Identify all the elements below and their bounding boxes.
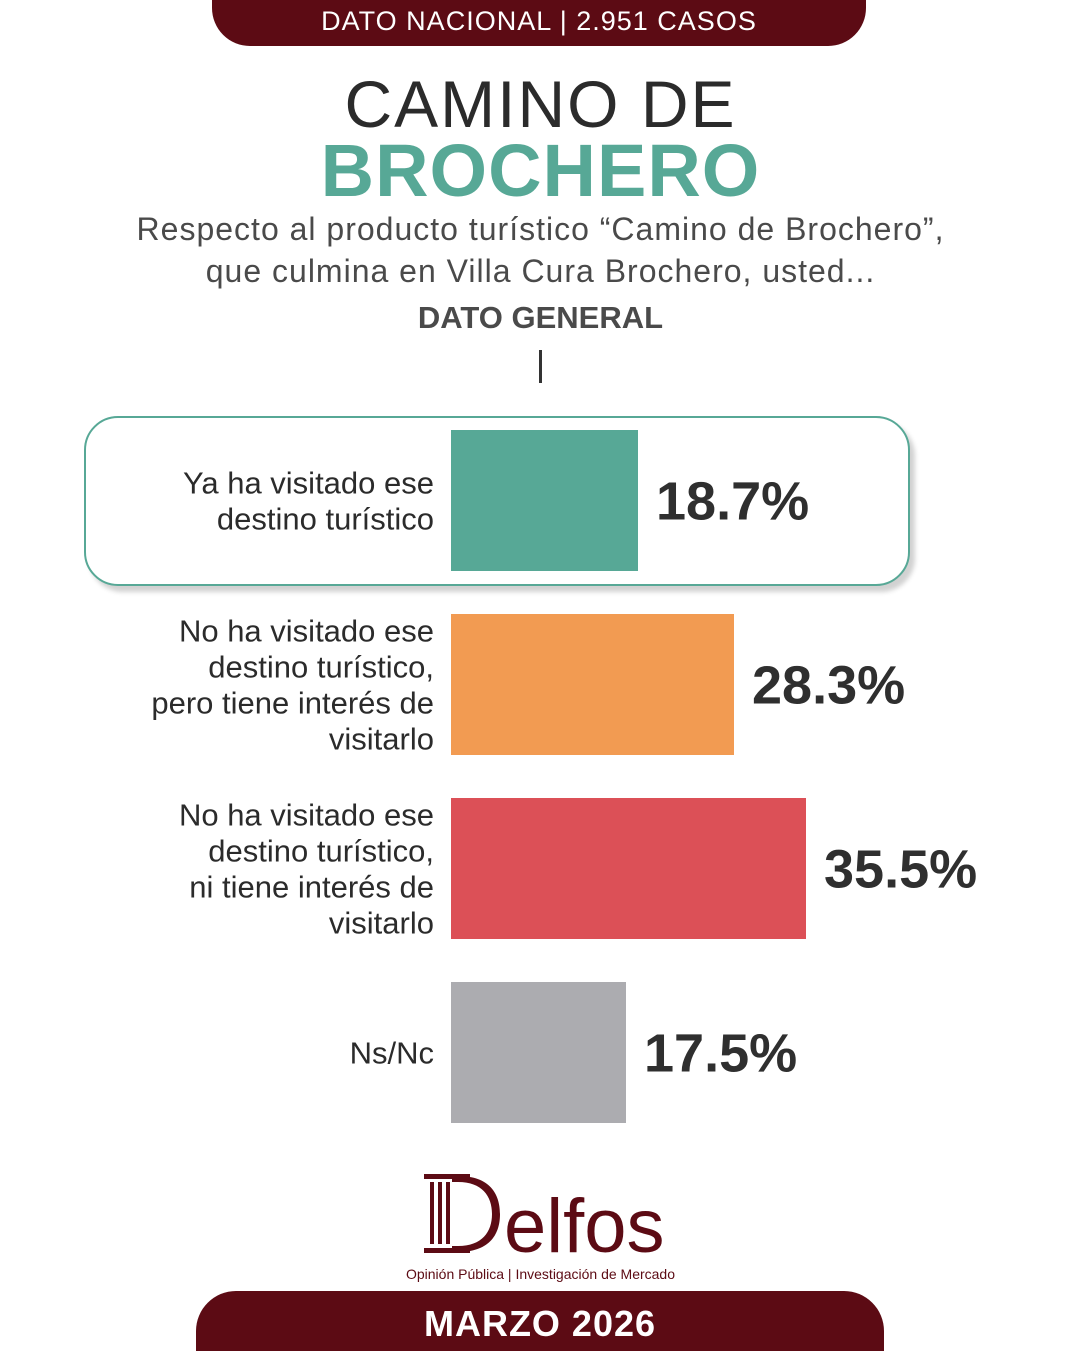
bar-2 [451, 614, 734, 755]
subtitle: Respecto al producto turístico “Camino d… [60, 208, 1021, 292]
divider-tick [539, 350, 542, 383]
subtitle-line-1: Respecto al producto turístico “Camino d… [136, 211, 945, 247]
subtitle-line-2: que culmina en Villa Cura Brochero, uste… [205, 253, 876, 289]
category-label: ni tiene interés de [189, 870, 434, 905]
bar-value-label: 28.3% [752, 656, 905, 716]
sample-info: DATO NACIONAL | 2.951 CASOS [321, 6, 757, 36]
section-label: DATO GENERAL [417, 300, 664, 335]
category-label: Ya ha visitado ese [183, 466, 434, 501]
category-label: destino turístico, [208, 650, 434, 685]
category-label: visitarlo [329, 906, 434, 941]
title-line-1: CAMINO DE [344, 67, 737, 141]
category-label: visitarlo [329, 722, 434, 757]
title-line-2: BROCHERO [320, 129, 761, 212]
bar-value-label: 18.7% [656, 472, 809, 532]
bar-4 [451, 982, 626, 1123]
category-label: pero tiene interés de [151, 686, 434, 721]
bar-3 [451, 798, 806, 939]
bar-value-label: 17.5% [644, 1024, 797, 1084]
category-label: destino turístico, [208, 834, 434, 869]
delfos-logo: elfos [424, 1174, 665, 1260]
column-pillar-icon [424, 1174, 500, 1253]
category-label: Ns/Nc [350, 1036, 434, 1071]
logo-wordmark: elfos [504, 1184, 665, 1260]
logo-tagline: Opinión Pública | Investigación de Merca… [405, 1266, 675, 1282]
survey-date: MARZO 2026 [423, 1303, 657, 1344]
bar-1 [451, 430, 638, 571]
bar-value-label: 35.5% [824, 840, 977, 900]
top-banner: DATO NACIONAL | 2.951 CASOS [212, 0, 866, 46]
bottom-banner: MARZO 2026 [196, 1291, 884, 1351]
category-label: destino turístico [217, 502, 434, 537]
category-label: No ha visitado ese [179, 614, 434, 649]
category-label: No ha visitado ese [179, 798, 434, 833]
